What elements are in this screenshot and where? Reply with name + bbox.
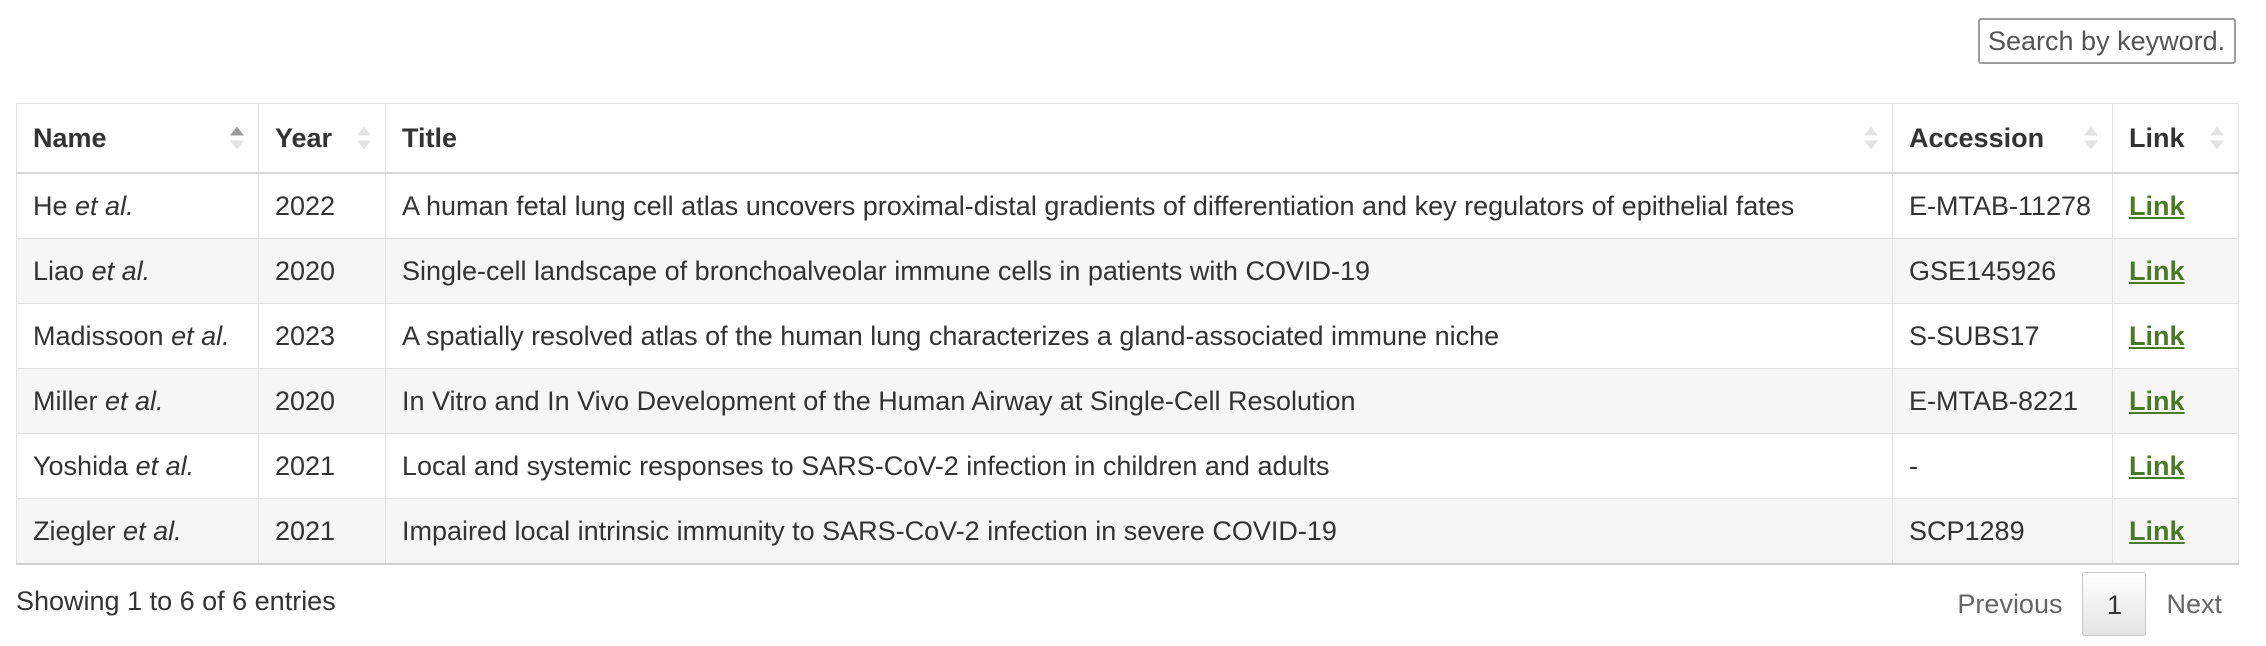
cell-link: Link (2112, 368, 2239, 434)
dataset-link[interactable]: Link (2129, 190, 2185, 221)
cell-link: Link (2112, 498, 2239, 565)
table-row: Ziegler et al. 2021 Impaired local intri… (16, 498, 2239, 565)
cell-title: Impaired local intrinsic immunity to SAR… (385, 498, 1893, 565)
dataset-link[interactable]: Link (2129, 320, 2185, 351)
sort-icon (2084, 126, 2098, 150)
cell-name: Ziegler et al. (16, 498, 259, 565)
table-info: Showing 1 to 6 of 6 entries (16, 586, 336, 616)
cell-name: Liao et al. (16, 238, 259, 304)
column-header-link[interactable]: Link (2112, 103, 2239, 174)
cell-link: Link (2112, 433, 2239, 499)
cell-accession: GSE145926 (1892, 238, 2113, 304)
sort-icon (2210, 126, 2224, 150)
cell-name: He et al. (16, 172, 259, 239)
cell-accession: E-MTAB-11278 (1892, 172, 2113, 239)
cell-accession: SCP1289 (1892, 498, 2113, 565)
cell-link: Link (2112, 303, 2239, 369)
cell-title: A human fetal lung cell atlas uncovers p… (385, 172, 1893, 239)
cell-link: Link (2112, 172, 2239, 239)
pagination: Previous 1 Next (1937, 572, 2242, 636)
table-row: Madissoon et al. 2023 A spatially resolv… (16, 303, 2239, 369)
cell-title: In Vitro and In Vivo Development of the … (385, 368, 1893, 434)
dataset-link[interactable]: Link (2129, 515, 2185, 546)
table-row: He et al. 2022 A human fetal lung cell a… (16, 172, 2239, 239)
cell-name: Madissoon et al. (16, 303, 259, 369)
cell-year: 2022 (258, 172, 386, 239)
cell-year: 2021 (258, 433, 386, 499)
sort-icon (357, 126, 371, 150)
table-header-row: Name Year Title Accession Link (16, 103, 2239, 174)
sort-icon (1864, 126, 1878, 150)
cell-title: Single-cell landscape of bronchoalveolar… (385, 238, 1893, 304)
sort-ascending-icon (230, 126, 244, 150)
table-row: Miller et al. 2020 In Vitro and In Vivo … (16, 368, 2239, 434)
dataset-link[interactable]: Link (2129, 255, 2185, 286)
next-button[interactable]: Next (2166, 589, 2222, 619)
cell-accession: E-MTAB-8221 (1892, 368, 2113, 434)
column-header-accession[interactable]: Accession (1892, 103, 2113, 174)
cell-year: 2023 (258, 303, 386, 369)
column-header-name[interactable]: Name (16, 103, 259, 174)
cell-year: 2020 (258, 238, 386, 304)
cell-link: Link (2112, 238, 2239, 304)
dataset-link[interactable]: Link (2129, 385, 2185, 416)
column-header-title[interactable]: Title (385, 103, 1893, 174)
column-header-year[interactable]: Year (258, 103, 386, 174)
previous-button[interactable]: Previous (1957, 589, 2063, 619)
cell-name: Miller et al. (16, 368, 259, 434)
cell-title: A spatially resolved atlas of the human … (385, 303, 1893, 369)
search-input[interactable] (1978, 18, 2236, 64)
cell-year: 2021 (258, 498, 386, 565)
cell-name: Yoshida et al. (16, 433, 259, 499)
cell-year: 2020 (258, 368, 386, 434)
cell-title: Local and systemic responses to SARS-CoV… (385, 433, 1893, 499)
dataset-link[interactable]: Link (2129, 450, 2185, 481)
cell-accession: S-SUBS17 (1892, 303, 2113, 369)
table-row: Yoshida et al. 2021 Local and systemic r… (16, 433, 2239, 499)
search-container (1978, 18, 2236, 64)
page-button-current[interactable]: 1 (2082, 572, 2147, 636)
cell-accession: - (1892, 433, 2113, 499)
datasets-table: Name Year Title Accession Link He et al.… (16, 103, 2239, 565)
table-row: Liao et al. 2020 Single-cell landscape o… (16, 238, 2239, 304)
